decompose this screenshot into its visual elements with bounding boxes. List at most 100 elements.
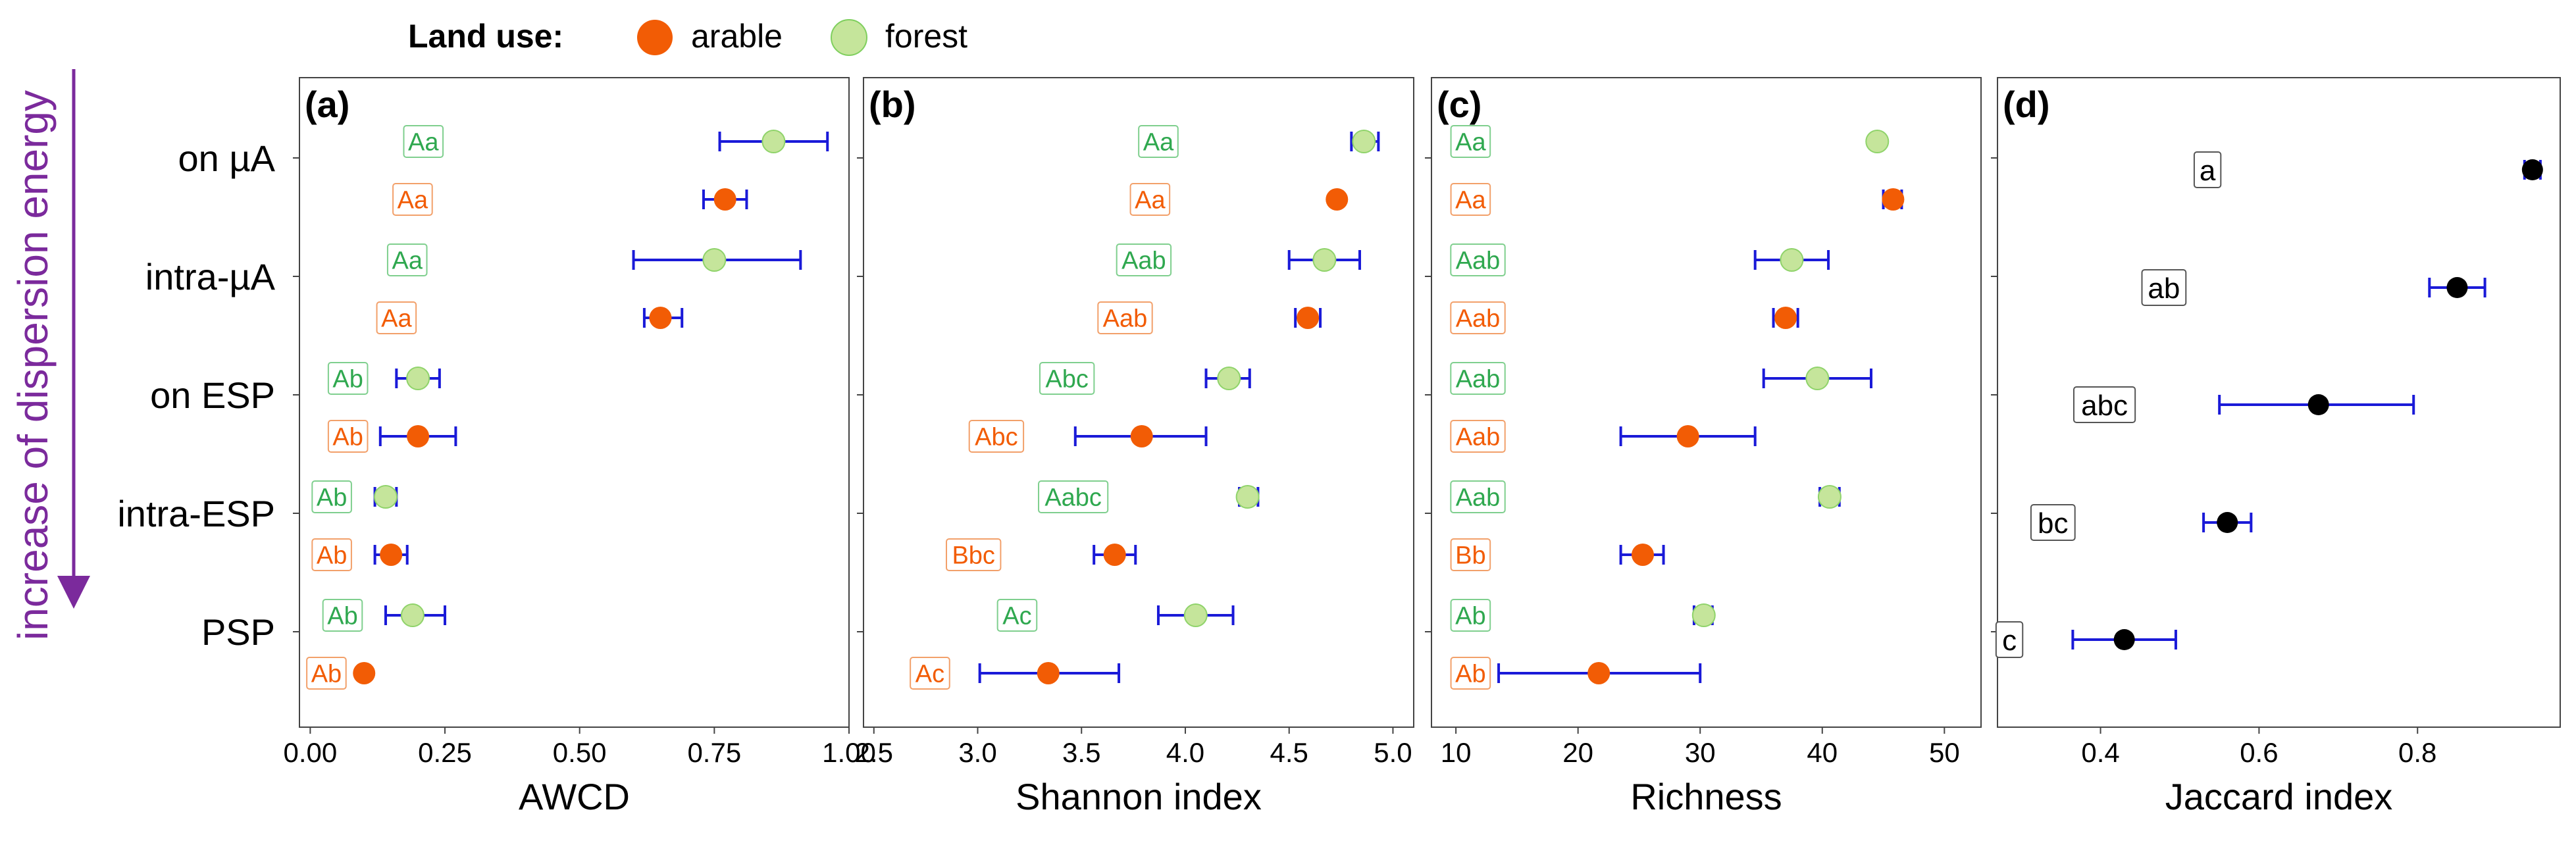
x-tick-label: 30 bbox=[1685, 737, 1716, 768]
x-tick-label: 4.5 bbox=[1270, 737, 1308, 768]
point-marker bbox=[2521, 159, 2543, 180]
x-tick-label: 0.25 bbox=[418, 737, 472, 768]
data-point-onESP-forest: Abc bbox=[1039, 362, 1251, 395]
point-marker bbox=[1691, 603, 1716, 627]
significance-letter: a bbox=[2200, 155, 2216, 187]
x-tick-label: 0.4 bbox=[2081, 737, 2119, 768]
significance-letter: Aab bbox=[1103, 305, 1148, 333]
data-point-onESP-forest: Aab bbox=[1450, 362, 1872, 395]
significance-letter-box bbox=[386, 243, 428, 276]
data-point-intraESP-arable: Bb bbox=[1450, 538, 1665, 571]
panel-label: (c) bbox=[1437, 84, 1481, 125]
x-tick-label: 40 bbox=[1807, 737, 1838, 768]
point-marker bbox=[1037, 662, 1060, 684]
significance-letter: Aa bbox=[1455, 187, 1486, 215]
significance-letter-box bbox=[2193, 151, 2222, 188]
point-marker bbox=[1676, 425, 1699, 447]
significance-letter-box bbox=[306, 657, 347, 690]
data-point-onA-arable: Aa bbox=[1450, 183, 1905, 216]
point-marker bbox=[1780, 248, 1804, 272]
point-marker bbox=[1103, 544, 1126, 566]
x-tick-label: 10 bbox=[1441, 737, 1472, 768]
point-marker bbox=[407, 425, 430, 447]
panel-frame bbox=[863, 77, 1414, 728]
significance-letter: bc bbox=[2038, 507, 2068, 540]
significance-letter-box bbox=[311, 538, 352, 571]
x-tick-label: 50 bbox=[1929, 737, 1960, 768]
significance-letter-box bbox=[1039, 362, 1095, 395]
category-label-on-uA: on µA bbox=[178, 138, 276, 179]
significance-letter: Aa bbox=[1455, 129, 1486, 157]
category-label-PSP: PSP bbox=[201, 611, 275, 653]
significance-letter-box bbox=[1450, 420, 1506, 453]
x-tick-label: 0.50 bbox=[553, 737, 607, 768]
significance-letter: Aabc bbox=[1044, 484, 1102, 512]
panel-frame bbox=[299, 77, 850, 728]
significance-letter-box bbox=[910, 657, 950, 690]
data-point-onA-forest: Aa bbox=[1450, 125, 1890, 158]
x-axis-label: Richness bbox=[1630, 776, 1782, 817]
data-point-PSP-forest: Ac bbox=[996, 599, 1235, 632]
significance-letter-box bbox=[311, 480, 352, 513]
point-marker bbox=[1774, 307, 1797, 329]
category-label-intra-ESP: intra-ESP bbox=[117, 493, 275, 534]
data-point-intraA-forest: Aab bbox=[1116, 243, 1361, 276]
panel-c: (c) 10 20 30 40 50 Richness Aa Aa Aab Aab Aab Aab Aab… bbox=[1425, 77, 1982, 817]
x-axis-label: AWCD bbox=[519, 776, 630, 817]
x-tick-label: 0.00 bbox=[283, 737, 337, 768]
significance-letter-box bbox=[1450, 125, 1491, 158]
point-marker bbox=[380, 544, 403, 566]
point-marker bbox=[1326, 188, 1349, 211]
significance-letter-box bbox=[392, 183, 433, 216]
data-point-PSP-arable: Ab bbox=[1450, 657, 1702, 690]
significance-letter-box bbox=[1450, 243, 1506, 276]
legend: Land use: arable forest bbox=[408, 18, 967, 56]
point-marker bbox=[406, 367, 430, 390]
data-point-PSP: c bbox=[1995, 621, 2177, 658]
x-tick-label: 0.6 bbox=[2240, 737, 2278, 768]
significance-letter: Ac bbox=[915, 661, 944, 688]
significance-letter: Ab bbox=[327, 603, 357, 630]
significance-letter: Ac bbox=[1002, 603, 1031, 630]
data-point-intraA-arable: Aab bbox=[1097, 301, 1322, 334]
data-point-intraA-arable: Aa bbox=[376, 301, 684, 334]
data-point-intraESP-forest: Aabc bbox=[1038, 480, 1260, 513]
significance-letter: Aa bbox=[1143, 129, 1174, 157]
x-tick-label: 0.75 bbox=[687, 737, 741, 768]
significance-letter-box bbox=[2030, 504, 2076, 541]
x-tick-label: 3.5 bbox=[1062, 737, 1100, 768]
significance-letter-box bbox=[2141, 269, 2187, 306]
point-marker bbox=[2446, 277, 2468, 298]
x-tick-label: 20 bbox=[1562, 737, 1593, 768]
significance-letter-box bbox=[1450, 538, 1491, 571]
data-point-onA-arable: Aa bbox=[392, 183, 748, 216]
significance-letter-box bbox=[403, 125, 444, 158]
point-marker bbox=[1235, 485, 1260, 509]
significance-letter-box bbox=[1097, 301, 1153, 334]
significance-letter: Aa bbox=[1135, 187, 1166, 215]
data-point-onESP-arable: Aab bbox=[1450, 420, 1757, 453]
significance-letter: Aa bbox=[408, 129, 439, 157]
point-marker bbox=[400, 603, 425, 627]
data-point-intraESP-arable: Ab bbox=[311, 538, 409, 571]
significance-letter-box bbox=[1450, 362, 1506, 395]
significance-letter-box bbox=[327, 362, 369, 395]
point-marker bbox=[649, 307, 672, 329]
data-point-intraESP: bc bbox=[2030, 504, 2253, 541]
legend-forest-label: forest bbox=[885, 18, 967, 55]
point-marker bbox=[1817, 485, 1842, 509]
legend-arable-label: arable bbox=[691, 18, 783, 55]
significance-letter: Bbc bbox=[952, 542, 994, 570]
point-marker bbox=[702, 248, 727, 272]
significance-letter: Aa bbox=[398, 187, 428, 215]
point-marker bbox=[2113, 629, 2135, 650]
significance-letter: Aa bbox=[392, 247, 423, 275]
panel-label: (b) bbox=[869, 84, 916, 125]
point-marker bbox=[2217, 512, 2238, 533]
point-marker bbox=[1587, 662, 1610, 684]
significance-letter: Ab bbox=[1455, 603, 1485, 630]
significance-letter-box bbox=[996, 599, 1038, 632]
significance-letter: Ab bbox=[332, 366, 363, 394]
data-point-PSP-arable: Ac bbox=[910, 657, 1121, 690]
